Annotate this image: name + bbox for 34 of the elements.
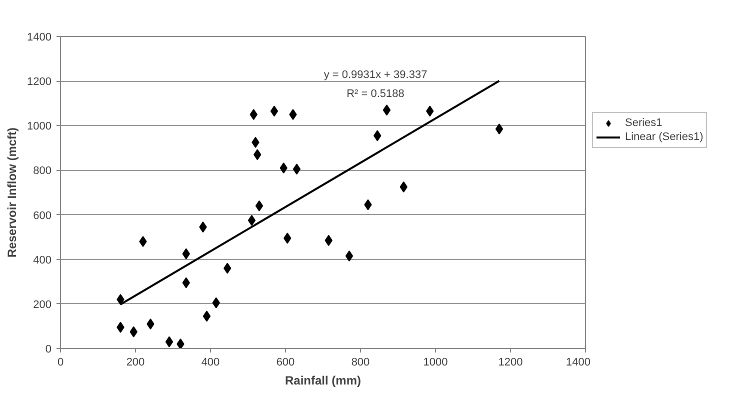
y-tick-label: 0	[45, 344, 52, 356]
x-axis-title: Rainfall (mm)	[284, 374, 362, 388]
x-tick-label: 1400	[566, 356, 591, 368]
point	[345, 250, 354, 262]
y-tick-label: 200	[33, 298, 52, 311]
point	[202, 310, 211, 322]
y-tick-label: 800	[33, 165, 52, 178]
x-tick-label: 600	[276, 356, 295, 368]
point	[270, 106, 278, 117]
y-axis-title: Reservoir Inflow (mcft)	[5, 127, 20, 258]
x-tick-label: 0	[57, 356, 64, 368]
y-tick-label: 1400	[27, 32, 52, 44]
x-tick-label: 1200	[498, 356, 523, 368]
point	[382, 104, 391, 116]
legend-label: Linear (Series1)	[625, 130, 704, 144]
point	[289, 109, 297, 120]
point	[292, 164, 301, 175]
y-tick-label: 600	[33, 210, 52, 222]
point	[255, 200, 264, 212]
x-tick-label: 200	[126, 356, 145, 368]
y-tick-label: 1200	[27, 76, 52, 88]
point	[176, 338, 184, 348]
annotation: y = 0.9931x + 39.337	[324, 69, 428, 82]
y-tick-label: 1000	[27, 120, 52, 133]
point	[250, 109, 258, 120]
legend-label: Series1	[625, 116, 662, 130]
x-tick-label: 800	[351, 356, 370, 368]
y-tick-label: 400	[33, 254, 52, 266]
x-tick-label: 1000	[423, 356, 448, 368]
point	[495, 123, 504, 134]
point	[248, 214, 256, 226]
annotation: R² = 0.5188	[346, 88, 404, 100]
point	[165, 336, 174, 348]
x-tick-label: 400	[201, 356, 220, 368]
